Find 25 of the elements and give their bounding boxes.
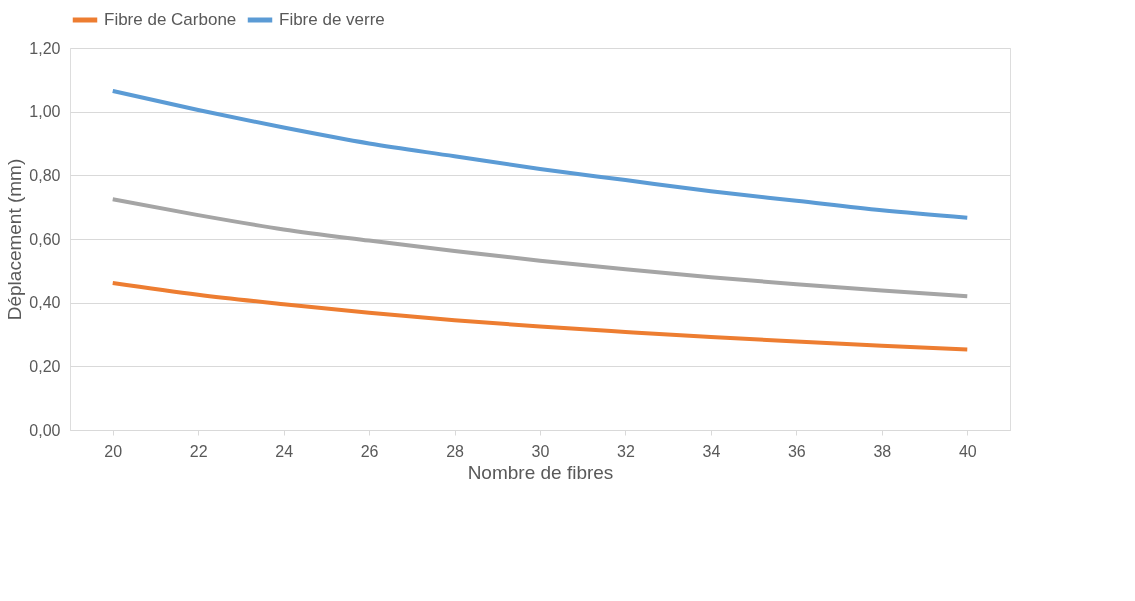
x-tick-label: 30 [531,442,550,460]
x-axis-title: Nombre de fibres [467,461,614,483]
y-tick-label: 1,00 [29,103,61,121]
y-tick-label: 0,00 [29,421,61,439]
y-tick-label: 0,60 [29,230,61,248]
x-tick-label: 22 [189,442,208,460]
x-tick-label: 26 [360,442,379,460]
y-tick-label: 0,80 [29,166,61,184]
x-tick-label: 34 [702,442,721,460]
x-tick-label: 32 [617,442,635,460]
y-tick-label: 1,20 [29,39,61,57]
y-axis-title: Déplacement (mm) [4,158,26,321]
x-tick-label: 24 [275,442,294,460]
line-series [110,88,970,220]
x-tick-label: 20 [104,442,123,460]
x-tick-label: 36 [787,442,806,460]
line-series [110,280,970,352]
y-tick-label: 0,40 [29,294,61,312]
legend-label: Fibre de verre [279,10,385,29]
y-tick-label: 0,20 [29,357,61,375]
line-series [110,197,970,299]
x-tick-label: 38 [873,442,892,460]
x-tick-label: 40 [958,442,977,460]
legend-label: Fibre de Carbone [104,10,237,29]
x-tick-label: 28 [446,442,465,460]
